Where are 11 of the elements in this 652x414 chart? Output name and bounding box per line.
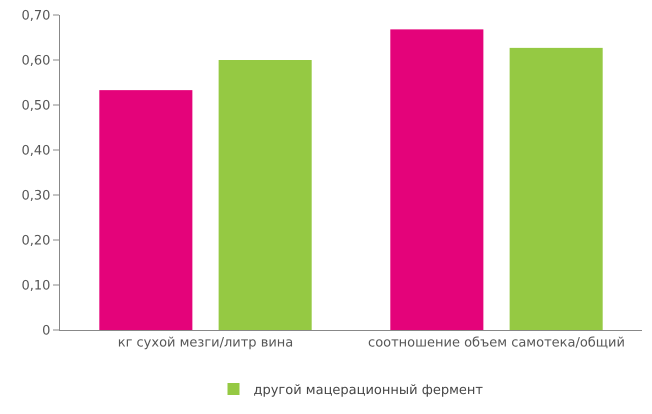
y-tick-label: 0,30 (21, 188, 50, 204)
x-tick-label: кг сухой мезги/литр вина (118, 336, 294, 351)
legend-label: другой мацерационный фермент (254, 383, 484, 398)
y-tick-label: 0 (42, 324, 50, 339)
y-tick-label: 0,20 (21, 234, 50, 249)
x-tick-label: соотношение объем самотека/общий (368, 336, 625, 351)
y-tick-label: 0,40 (21, 144, 50, 159)
y-tick-label: 0,60 (21, 54, 50, 69)
y-tick-label: 0,10 (21, 278, 50, 294)
y-tick-label: 0,70 (21, 8, 50, 24)
y-tick-label: 0,50 (21, 98, 50, 114)
